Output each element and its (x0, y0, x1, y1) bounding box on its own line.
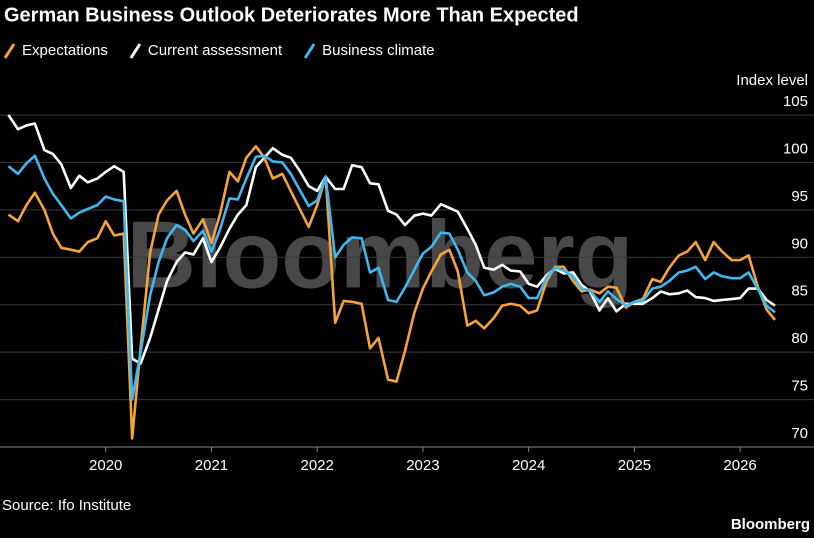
y-tick-label: 80 (791, 330, 808, 347)
x-tick-label: 2022 (301, 457, 334, 474)
x-tick-label: 2020 (89, 457, 122, 474)
legend-swatch (303, 43, 316, 59)
y-tick-label: 100 (783, 140, 808, 157)
x-tick-label: 2023 (406, 457, 439, 474)
series-line (7, 154, 776, 401)
y-axis-title: Index level (736, 72, 808, 89)
series-line (7, 114, 776, 365)
y-tick-label: 95 (791, 188, 808, 205)
series-line (7, 145, 777, 440)
legend: Expectations Current assessment Business c… (3, 42, 435, 59)
watermark: Bloomberg (127, 201, 634, 308)
source: Source: Ifo Institute (2, 497, 131, 514)
logo: Bloomberg (731, 516, 810, 533)
x-tick-label: 2025 (618, 457, 651, 474)
x-tick-label: 2021 (195, 457, 228, 474)
y-tick-label: 70 (791, 425, 808, 442)
legend-swatch (3, 43, 16, 59)
grid: 70 75 80 85 90 95 100 105 2020 2021 2022 2023 2024 20… (0, 93, 814, 474)
legend-swatch (129, 43, 142, 59)
legend-label: Expectations (22, 42, 108, 59)
y-tick-label: 75 (791, 378, 808, 395)
legend-label: Current assessment (148, 42, 283, 59)
y-tick-label: 90 (791, 235, 808, 252)
legend-label: Business climate (322, 42, 435, 59)
lines (7, 114, 777, 440)
y-tick-label: 85 (791, 283, 808, 300)
y-tick-label: 105 (783, 93, 808, 110)
x-tick-label: 2026 (723, 457, 756, 474)
x-tick-label: 2024 (512, 457, 545, 474)
chart-title: German Business Outlook Deteriorates Mor… (4, 4, 579, 26)
